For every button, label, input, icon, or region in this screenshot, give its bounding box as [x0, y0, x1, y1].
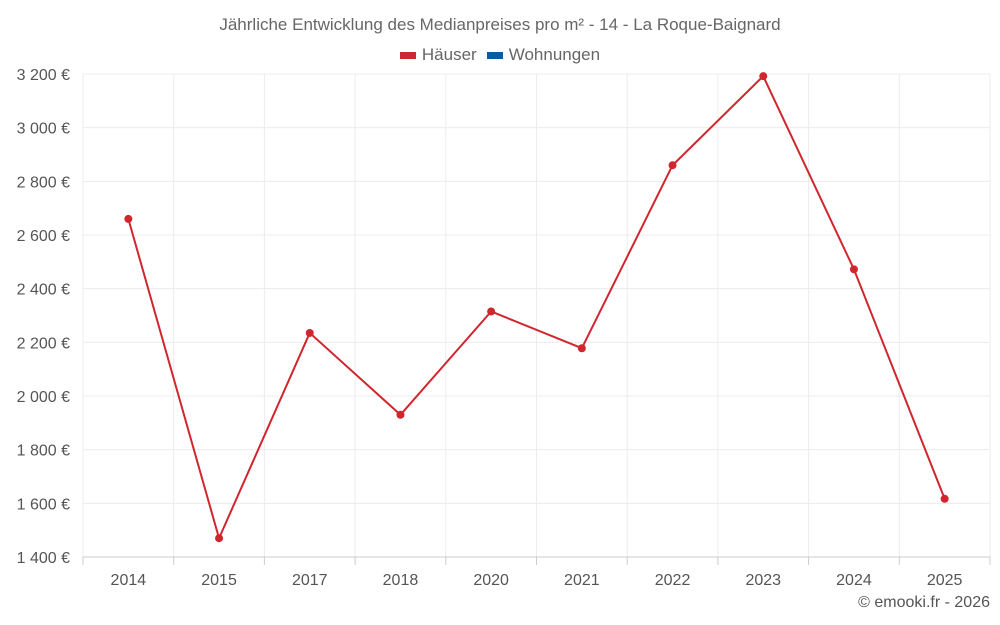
data-point-houses — [940, 494, 949, 503]
chart-title: Jährliche Entwicklung des Medianpreises … — [219, 15, 781, 34]
x-tick-label: 2018 — [383, 572, 419, 589]
y-tick-label: 2 400 € — [17, 282, 70, 299]
x-tick-label: 2017 — [292, 572, 328, 589]
data-point-houses — [305, 328, 314, 337]
y-tick-label: 3 200 € — [17, 67, 70, 84]
x-tick-label: 2024 — [836, 572, 872, 589]
x-tick-label: 2023 — [745, 572, 781, 589]
x-axis-tick-labels: 2014 2015 2017 2018 2020 2021 2022 2023 2024 2025 — [111, 572, 963, 589]
data-point-houses — [487, 307, 496, 316]
y-tick-label: 2 800 € — [17, 174, 70, 191]
axes — [82, 556, 991, 565]
data-point-houses — [215, 534, 224, 543]
data-point-houses — [396, 410, 405, 419]
data-point-houses — [849, 265, 858, 274]
y-tick-label: 2 000 € — [17, 389, 70, 406]
grid-lines — [82, 73, 991, 558]
x-tick-label: 2021 — [564, 572, 600, 589]
x-tick-label: 2015 — [201, 572, 237, 589]
x-tick-label: 2022 — [655, 572, 691, 589]
x-tick-label: 2020 — [473, 572, 509, 589]
y-axis-tick-labels: 1 400 € 1 600 € 1 800 € 2 000 € 2 200 € 2 400… — [17, 67, 70, 567]
legend-swatch-apartments — [486, 51, 503, 59]
x-tick-label: 2025 — [927, 572, 963, 589]
legend-label-houses: Häuser — [421, 45, 477, 64]
legend-item-houses[interactable]: Häuser — [399, 45, 477, 65]
chart-legend: Häuser Wohnungen — [0, 45, 1000, 65]
series-houses — [124, 72, 949, 543]
y-tick-label: 1 800 € — [17, 443, 70, 460]
credit-text: © emooki.fr - 2026 — [858, 594, 990, 611]
y-tick-label: 2 600 € — [17, 228, 70, 245]
legend-item-apartments[interactable]: Wohnungen — [486, 45, 601, 65]
series-line-houses — [127, 75, 946, 540]
data-point-houses — [577, 344, 586, 353]
x-tick-label: 2014 — [111, 572, 147, 589]
y-tick-label: 2 200 € — [17, 335, 70, 352]
data-point-houses — [759, 72, 768, 81]
data-point-houses — [124, 214, 133, 223]
y-tick-label: 1 600 € — [17, 496, 70, 513]
y-tick-label: 1 400 € — [17, 550, 70, 567]
y-tick-label: 3 000 € — [17, 121, 70, 138]
legend-label-apartments: Wohnungen — [508, 45, 601, 64]
data-point-houses — [668, 161, 677, 170]
legend-swatch-houses — [399, 51, 416, 59]
